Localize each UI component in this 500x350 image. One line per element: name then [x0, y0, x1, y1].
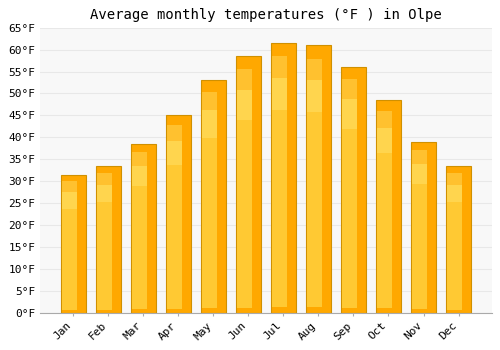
Bar: [306, 45, 331, 313]
Bar: [167, 125, 182, 164]
Bar: [412, 150, 428, 184]
Bar: [272, 78, 287, 307]
Bar: [411, 142, 436, 313]
Bar: [236, 56, 261, 313]
Bar: [446, 166, 471, 313]
Bar: [377, 128, 392, 308]
Bar: [376, 100, 401, 313]
Bar: [62, 181, 77, 209]
Bar: [97, 185, 112, 310]
Bar: [237, 90, 252, 308]
Bar: [447, 185, 462, 310]
Bar: [202, 92, 217, 138]
Title: Average monthly temperatures (°F ) in Olpe: Average monthly temperatures (°F ) in Ol…: [90, 8, 442, 22]
Bar: [307, 58, 322, 112]
Bar: [447, 173, 462, 203]
Bar: [272, 56, 287, 110]
Bar: [60, 175, 86, 313]
Bar: [237, 69, 252, 120]
Bar: [307, 80, 322, 307]
Bar: [271, 43, 296, 313]
Bar: [96, 166, 121, 313]
Bar: [201, 80, 226, 313]
Bar: [132, 152, 147, 186]
Bar: [97, 173, 112, 203]
Bar: [131, 144, 156, 313]
Bar: [341, 67, 366, 313]
Bar: [62, 193, 77, 310]
Bar: [167, 141, 182, 309]
Bar: [412, 164, 428, 309]
Bar: [166, 116, 191, 313]
Bar: [377, 111, 392, 153]
Bar: [342, 99, 357, 308]
Bar: [202, 111, 217, 308]
Bar: [132, 166, 147, 309]
Bar: [342, 79, 357, 128]
